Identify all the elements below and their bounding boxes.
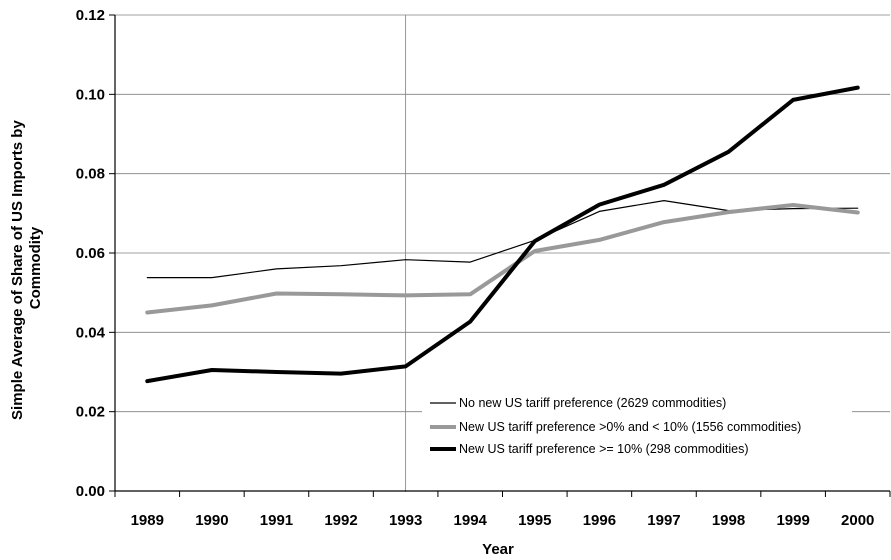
tick-labels: 0.00 0.02 0.04 0.06 0.08 0.10 0.12 1989 1990 1991… [76, 7, 875, 529]
y-tick-label: 0.00 [76, 483, 105, 500]
x-tick-label: 1991 [260, 512, 293, 529]
y-tick-label: 0.12 [76, 7, 105, 24]
x-tick-label: 2000 [841, 512, 874, 529]
axes [109, 14, 891, 497]
x-tick-label: 1995 [518, 512, 551, 529]
y-tick-label: 0.08 [76, 166, 105, 183]
y-axis-title-line-1: Simple Average of Share of US Imports by [9, 120, 26, 420]
series-line-preference-10-plus [145, 85, 860, 384]
y-tick-label: 0.02 [76, 404, 105, 421]
y-axis-title: Simple Average of Share of US Imports by… [9, 116, 44, 420]
x-tick-label: 1990 [195, 512, 228, 529]
series-line-no-new-preference [146, 200, 859, 279]
x-tick-label: 1993 [389, 512, 422, 529]
legend-background [422, 392, 852, 462]
legend-label-preference-10-plus: New US tariff preference >= 10% (298 com… [459, 442, 748, 456]
x-tick-label: 1999 [776, 512, 809, 529]
x-tick-label: 1994 [454, 512, 488, 529]
y-tick-label: 0.06 [76, 245, 105, 262]
y-axis-title-line-2: Commodity [27, 226, 44, 309]
gridlines [115, 14, 890, 492]
series-line-preference-0-10 [145, 203, 860, 315]
x-tick-label: 1998 [712, 512, 745, 529]
y-tick-label: 0.04 [76, 324, 106, 341]
legend: No new US tariff preference (2629 commod… [422, 392, 852, 462]
y-tick-label: 0.10 [76, 86, 105, 103]
x-axis-title: Year [482, 541, 514, 558]
x-tick-label: 1996 [583, 512, 616, 529]
x-tick-label: 1989 [131, 512, 164, 529]
legend-label-preference-0-10: New US tariff preference >0% and < 10% (… [459, 420, 801, 434]
x-tick-label: 1997 [647, 512, 680, 529]
x-tick-label: 1992 [324, 512, 357, 529]
series-lines [145, 85, 860, 384]
legend-label-no-new-preference: No new US tariff preference (2629 commod… [459, 396, 726, 410]
